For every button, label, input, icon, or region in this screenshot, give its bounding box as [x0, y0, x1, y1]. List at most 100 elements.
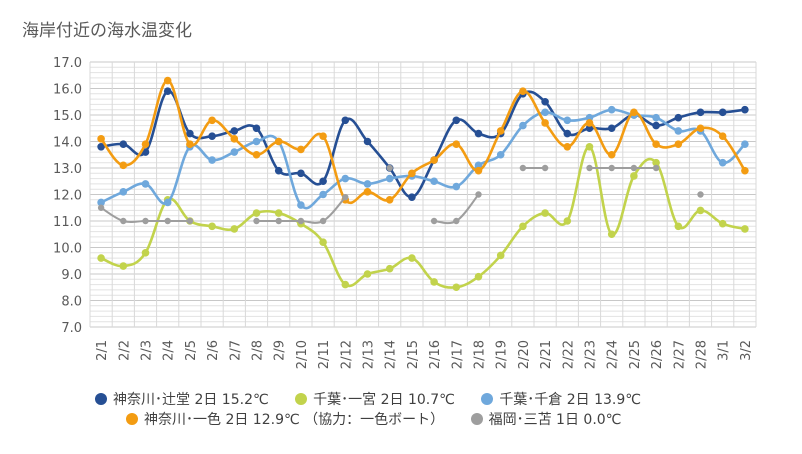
data-point [718, 219, 727, 228]
legend-label: 神奈川･辻堂 2日 15.2℃ [113, 392, 269, 408]
legend-marker [295, 393, 308, 405]
y-axis-tick-labels: 7.0 8.0 9.0 10.0 11.0 12.0 13.0 14.0 15.0 16.0 17.… [53, 56, 82, 336]
x-tick-label: 2/17 [450, 340, 465, 369]
y-tick-label: 13.0 [53, 162, 82, 177]
x-tick-label: 2/27 [672, 340, 687, 369]
x-tick-label: 2/13 [362, 340, 377, 369]
data-point [718, 158, 727, 167]
data-point [674, 222, 683, 231]
data-point [474, 161, 483, 170]
y-tick-label: 17.0 [53, 56, 82, 71]
data-point [519, 121, 527, 130]
data-point [97, 135, 105, 143]
legend-item-mitoma: 福岡･三苫 1日 0.0℃ [470, 409, 622, 429]
data-point [208, 222, 216, 231]
data-point [208, 156, 216, 164]
data-point [519, 222, 527, 231]
data-point [253, 217, 260, 225]
data-point [541, 164, 549, 172]
data-point [697, 191, 704, 198]
data-point [474, 272, 483, 281]
x-tick-label: 2/12 [339, 340, 354, 369]
data-point [319, 238, 327, 246]
data-point [718, 108, 727, 117]
data-point [341, 280, 350, 289]
legend-item-ichinomiya: 千葉･一宮 2日 10.7℃ [295, 389, 455, 409]
y-tick-label: 16.0 [53, 83, 82, 98]
legend-row-1: 神奈川･辻堂 2日 15.2℃ 千葉･一宮 2日 10.7℃ 千葉･千倉 2日 … [95, 389, 663, 409]
data-point [363, 188, 372, 196]
data-point [119, 188, 128, 196]
data-point [607, 105, 616, 114]
x-tick-label: 2/23 [584, 340, 599, 369]
data-point [297, 169, 305, 178]
y-tick-label: 11.0 [53, 215, 82, 230]
data-point [563, 143, 572, 151]
y-tick-label: 15.0 [53, 109, 82, 124]
legend-marker [470, 413, 483, 425]
data-point [363, 137, 372, 146]
x-tick-label: 2/19 [495, 340, 510, 369]
y-tick-label: 8.0 [61, 295, 82, 310]
data-point [186, 140, 194, 148]
legend-label: 福岡･三苫 1日 0.0℃ [488, 412, 622, 428]
data-point [341, 174, 350, 183]
data-point [608, 164, 615, 172]
data-point [363, 180, 372, 188]
data-point [452, 116, 461, 125]
x-tick-label: 2/14 [384, 340, 399, 369]
data-point [430, 217, 438, 225]
data-point [319, 217, 327, 225]
data-point [607, 150, 616, 159]
data-point [563, 129, 572, 138]
x-tick-label: 2/3 [140, 340, 155, 361]
data-point [408, 193, 416, 201]
data-point [474, 166, 483, 175]
legend-label: 神奈川･一色 2日 12.9℃ （協力：一色ボート） [144, 412, 445, 428]
data-point [652, 121, 660, 130]
gridlines [89, 61, 757, 328]
data-point [274, 166, 283, 175]
data-point [519, 164, 527, 172]
data-point [208, 116, 216, 125]
y-tick-label: 10.0 [53, 242, 82, 257]
x-tick-label: 2/22 [561, 340, 576, 369]
data-point [275, 217, 282, 225]
x-tick-label: 2/6 [206, 340, 221, 361]
x-tick-label: 2/26 [650, 340, 665, 369]
data-point [696, 206, 705, 215]
data-point [519, 87, 527, 95]
data-point [674, 127, 683, 135]
data-point [186, 217, 194, 225]
x-tick-label: 2/1 [95, 340, 110, 361]
y-tick-label: 14.0 [53, 136, 82, 151]
x-tick-label: 2/24 [606, 340, 621, 369]
legend-label: 千葉･千倉 2日 13.9℃ [499, 392, 642, 408]
data-point [741, 225, 749, 233]
y-tick-label: 12.0 [53, 189, 82, 204]
data-point [252, 209, 261, 217]
data-point [119, 140, 128, 148]
data-point [408, 169, 416, 178]
data-point [319, 190, 327, 199]
data-point [341, 116, 350, 125]
data-point [696, 124, 705, 133]
x-tick-label: 2/9 [273, 340, 288, 361]
legend-item-isshiki: 神奈川･一色 2日 12.9℃ （協力：一色ボート） [126, 409, 444, 429]
data-point [607, 124, 616, 133]
legend-label: 千葉･一宮 2日 10.7℃ [313, 392, 455, 408]
x-tick-label: 2/2 [117, 340, 132, 361]
legend-marker [481, 393, 494, 405]
data-point [453, 217, 460, 225]
x-tick-label: 2/11 [317, 340, 332, 369]
data-point [741, 105, 749, 114]
legend-marker [95, 393, 107, 405]
data-point [297, 145, 305, 154]
data-point [342, 193, 349, 201]
data-point [741, 140, 749, 148]
x-tick-label: 2/18 [473, 340, 488, 369]
data-point [541, 108, 549, 117]
data-point [119, 262, 128, 270]
data-point [163, 87, 172, 95]
